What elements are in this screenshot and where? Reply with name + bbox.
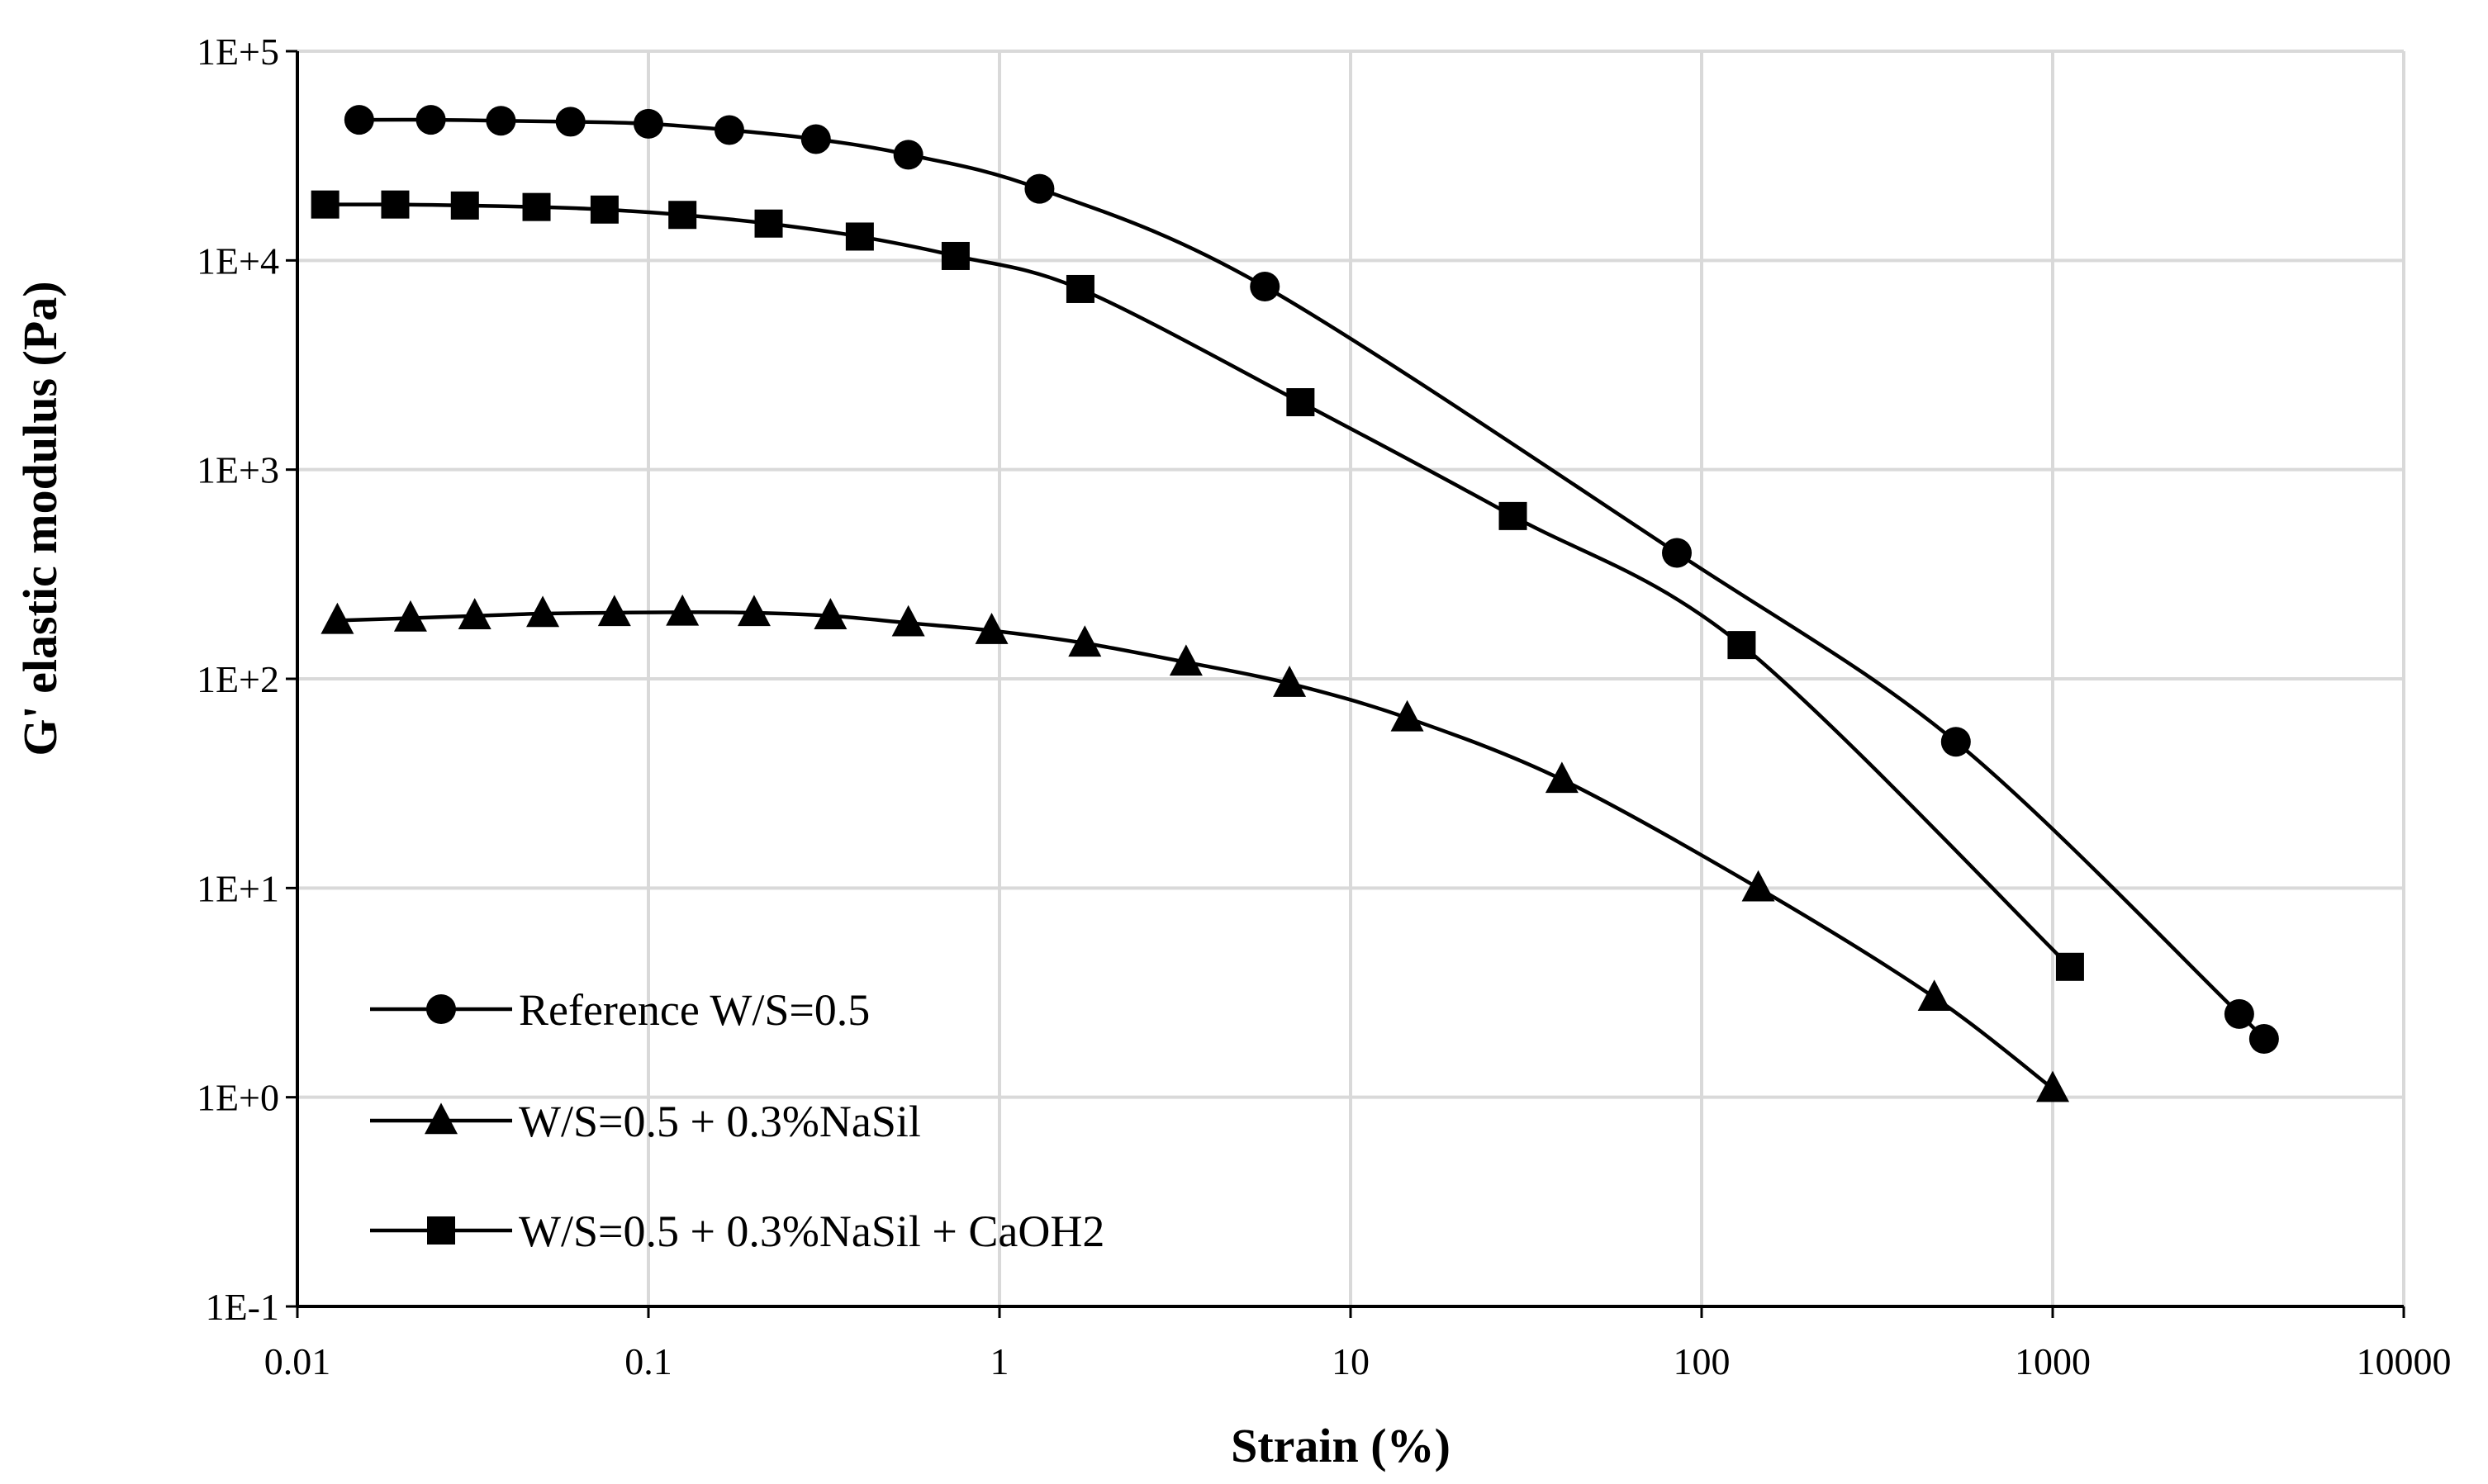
data-point-circle bbox=[344, 105, 374, 135]
legend-label: W/S=0.5 + 0.3%NaSil + CaOH2 bbox=[519, 1207, 1104, 1256]
data-point-square bbox=[941, 241, 970, 270]
data-point-circle bbox=[555, 107, 586, 137]
legend-item: W/S=0.5 + 0.3%NaSil bbox=[370, 1097, 921, 1146]
data-point-triangle bbox=[597, 595, 631, 627]
data-point-circle bbox=[714, 115, 744, 145]
axes bbox=[286, 50, 2405, 1318]
x-tick-label: 10 bbox=[1332, 1340, 1370, 1382]
data-point-circle bbox=[1662, 538, 1693, 568]
legend-marker-square bbox=[427, 1216, 455, 1245]
legend-label: W/S=0.5 + 0.3%NaSil bbox=[519, 1097, 921, 1146]
data-point-triangle bbox=[1273, 666, 1307, 697]
data-point-square bbox=[1286, 388, 1315, 417]
series-line bbox=[325, 202, 2072, 969]
data-point-circle bbox=[1024, 173, 1055, 204]
data-point-circle bbox=[2224, 998, 2254, 1029]
data-point-triangle bbox=[737, 595, 771, 627]
data-point-triangle bbox=[1917, 979, 1951, 1011]
data-point-circle bbox=[2248, 1024, 2279, 1055]
x-tick-label: 1000 bbox=[2015, 1340, 2091, 1382]
grid bbox=[297, 50, 2405, 1306]
data-point-triangle bbox=[393, 600, 427, 632]
data-point-triangle bbox=[1741, 870, 1775, 902]
series-layer bbox=[311, 105, 2279, 1102]
y-tick-label: 1E+3 bbox=[197, 449, 279, 491]
legend-marker-triangle bbox=[425, 1102, 458, 1135]
data-point-circle bbox=[1250, 271, 1280, 301]
y-tick-label: 1E+4 bbox=[197, 239, 279, 282]
legend-label: Reference W/S=0.5 bbox=[519, 985, 870, 1035]
data-point-circle bbox=[415, 105, 446, 135]
data-point-triangle bbox=[458, 598, 491, 629]
data-point-square bbox=[2055, 952, 2084, 981]
data-point-square bbox=[450, 191, 479, 220]
series-triangle bbox=[320, 594, 2069, 1102]
data-point-triangle bbox=[814, 598, 848, 629]
data-point-circle bbox=[634, 108, 663, 139]
y-tick-label: 1E+0 bbox=[197, 1077, 279, 1119]
series-square bbox=[311, 190, 2084, 981]
data-point-triangle bbox=[526, 595, 560, 628]
x-tick-label: 10000 bbox=[2357, 1340, 2452, 1382]
x-tick-label: 1 bbox=[990, 1340, 1009, 1382]
data-point-square bbox=[1498, 501, 1527, 530]
data-point-square bbox=[754, 209, 783, 238]
data-point-triangle bbox=[666, 594, 700, 626]
x-tick-label: 100 bbox=[1674, 1340, 1731, 1382]
data-point-triangle bbox=[1068, 625, 1102, 657]
data-point-square bbox=[590, 195, 619, 224]
data-point-circle bbox=[893, 140, 924, 170]
legend: Reference W/S=0.5 W/S=0.5 + 0.3%NaSil W/S=… bbox=[370, 985, 1104, 1256]
data-point-circle bbox=[800, 124, 831, 154]
y-tick-label: 1E+5 bbox=[197, 31, 279, 73]
data-point-square bbox=[311, 190, 339, 219]
series-line bbox=[337, 610, 2054, 1090]
legend-item: W/S=0.5 + 0.3%NaSil + CaOH2 bbox=[370, 1207, 1104, 1256]
y-axis-title: G' elastic modulus (Pa) bbox=[13, 281, 67, 756]
legend-item: Reference W/S=0.5 bbox=[370, 985, 870, 1035]
data-point-square bbox=[1066, 274, 1094, 303]
data-point-square bbox=[522, 192, 551, 221]
tick-labels: 0.01 0.1 1 10 100 1000 10000 1E-1 1E+0 1E+1 1E+2 1E… bbox=[197, 31, 2452, 1382]
data-point-square bbox=[1727, 631, 1756, 660]
data-point-square bbox=[845, 222, 874, 251]
data-point-triangle bbox=[2036, 1070, 2069, 1102]
data-point-circle bbox=[1940, 727, 1971, 757]
data-point-triangle bbox=[975, 613, 1009, 644]
data-point-triangle bbox=[1390, 699, 1424, 732]
series-circle bbox=[344, 105, 2279, 1055]
x-tick-label: 0.1 bbox=[624, 1340, 672, 1382]
y-tick-label: 1E+2 bbox=[197, 658, 279, 700]
y-tick-label: 1E+1 bbox=[197, 867, 279, 909]
x-tick-label: 0.01 bbox=[264, 1340, 331, 1382]
series-line bbox=[358, 117, 2271, 1045]
data-point-square bbox=[381, 190, 410, 219]
data-point-circle bbox=[486, 106, 516, 136]
data-point-triangle bbox=[320, 602, 354, 634]
data-point-triangle bbox=[891, 605, 925, 637]
y-tick-label: 1E-1 bbox=[206, 1286, 279, 1328]
data-point-triangle bbox=[1169, 644, 1203, 676]
data-point-triangle bbox=[1545, 761, 1579, 794]
data-point-square bbox=[668, 201, 697, 230]
x-axis-title: Strain (%) bbox=[1231, 1419, 1451, 1472]
legend-marker-circle bbox=[426, 994, 456, 1024]
